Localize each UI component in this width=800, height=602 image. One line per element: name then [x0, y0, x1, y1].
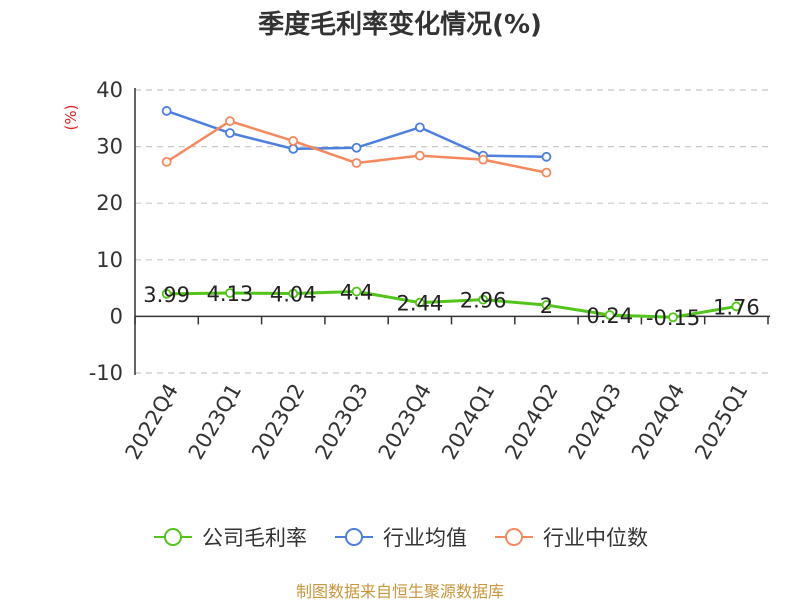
data-point: [161, 288, 172, 299]
y-tick-label: 30: [96, 135, 123, 159]
chart-title: 季度毛利率变化情况(%): [258, 10, 542, 40]
data-label: 2: [540, 294, 553, 318]
data-point: [288, 136, 299, 146]
data-point: [541, 167, 552, 178]
y-tick-label: 40: [96, 78, 123, 102]
x-tick-label: 2022Q4: [121, 380, 183, 464]
data-point: [604, 310, 615, 320]
x-tick-label: 2023Q4: [374, 380, 436, 464]
data-label: 4.4: [340, 280, 373, 304]
legend-label-industry-mean: 行业均值: [383, 526, 467, 550]
data-point: [288, 288, 299, 299]
data-point: [351, 142, 362, 153]
legend-item-industry-mean[interactable]: 行业均值: [333, 522, 467, 552]
legend-label-company-margin: 公司毛利率: [202, 526, 307, 550]
legend: 公司毛利率 行业均值 行业中位数: [0, 520, 800, 554]
data-point: [478, 154, 489, 165]
x-tick-label: 2023Q2: [247, 380, 309, 464]
data-label: 3.99: [143, 283, 190, 307]
data-point: [225, 128, 235, 138]
legend-label-industry-median: 行业中位数: [543, 526, 648, 550]
x-tick-label: 2024Q3: [564, 380, 626, 464]
data-point: [414, 297, 425, 308]
data-point: [288, 143, 299, 154]
y-tick-label: 0: [110, 304, 123, 328]
y-tick-label: 20: [96, 191, 123, 215]
data-point: [414, 150, 425, 161]
x-tick-label: 2023Q1: [184, 380, 246, 464]
x-tick-label: 2024Q4: [627, 380, 689, 464]
data-point: [541, 151, 552, 162]
data-point: [668, 312, 678, 323]
data-point: [414, 122, 425, 133]
legend-marker-industry-median: [495, 528, 533, 546]
data-point: [161, 156, 172, 167]
data-point: [225, 116, 235, 127]
data-point: [731, 301, 742, 312]
data-label: -0.15: [646, 306, 700, 330]
data-point: [351, 286, 362, 297]
legend-marker-company-margin: [154, 528, 192, 546]
legend-item-company-margin[interactable]: 公司毛利率: [152, 522, 307, 552]
series-points: [161, 106, 742, 323]
data-label: 0.24: [586, 304, 633, 328]
data-point: [225, 288, 235, 298]
y-tick-label: 10: [96, 248, 123, 272]
data-label: 2.96: [460, 289, 507, 313]
x-tick-label: 2023Q3: [310, 380, 372, 464]
y-tick-label: -10: [89, 361, 123, 385]
x-tick-label: 2024Q1: [437, 380, 499, 464]
series-line: [166, 289, 737, 319]
data-labels: 3.99 4.13 4.04 4.4 2.44 2.96 2 0.24 -0.15 1.76: [143, 280, 759, 330]
legend-marker-industry-mean: [335, 528, 373, 546]
x-tick-label: 2025Q1: [690, 380, 752, 464]
data-label: 4.04: [270, 283, 317, 307]
data-point: [478, 294, 489, 305]
data-point: [161, 106, 172, 116]
data-label: 2.44: [396, 292, 443, 316]
data-point: [351, 158, 362, 168]
legend-item-industry-median[interactable]: 行业中位数: [493, 522, 648, 552]
x-tick-label: 2024Q2: [500, 380, 562, 464]
source-note: 制图数据来自恒生聚源数据库: [295, 582, 504, 601]
y-axis-label: (%): [62, 105, 80, 131]
data-label: 1.76: [713, 295, 760, 319]
data-point: [541, 300, 552, 310]
data-label: 4.13: [207, 282, 254, 306]
